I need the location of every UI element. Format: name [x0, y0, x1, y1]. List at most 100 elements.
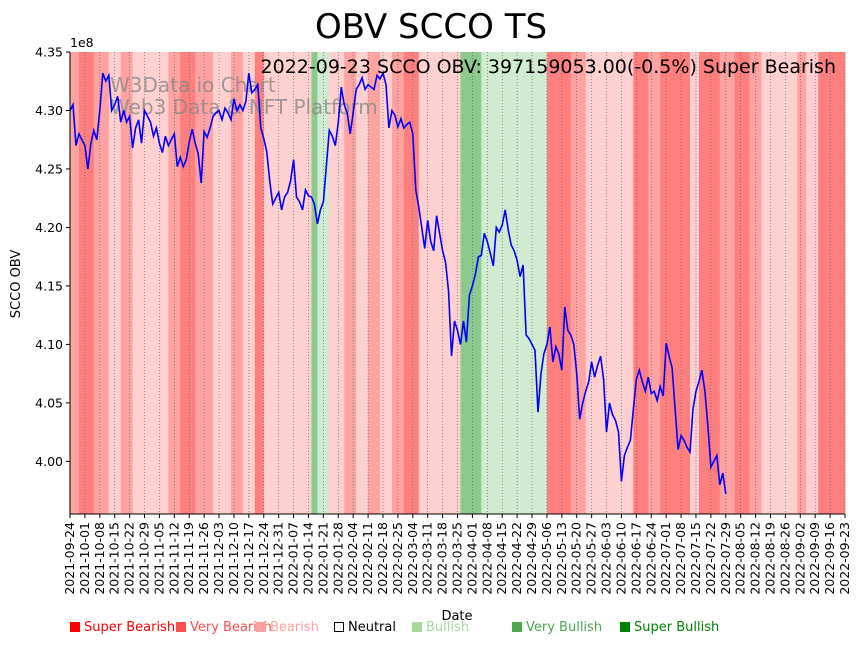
- sentiment-band: [403, 52, 420, 514]
- x-tick-label: 2021-11-05: [151, 522, 166, 595]
- chart-title: OBV SCCO TS: [315, 7, 547, 47]
- x-tick-label: 2021-10-15: [107, 522, 122, 595]
- x-tick-label: 2021-10-22: [122, 522, 137, 595]
- x-tick-label: 2022-06-10: [613, 522, 628, 595]
- obv-series-line: [69, 70, 727, 495]
- y-tick-label: 4.05: [35, 395, 63, 410]
- x-axis-label: Date: [441, 609, 472, 624]
- sentiment-band: [311, 52, 318, 514]
- x-tick-label: 2022-02-18: [375, 522, 390, 595]
- legend-item: Very Bearish: [176, 620, 272, 635]
- legend-swatch: [334, 622, 344, 632]
- legend-item: Super Bullish: [620, 620, 719, 635]
- x-tick-label: 2021-11-19: [181, 522, 196, 595]
- sentiment-band: [481, 52, 488, 514]
- x-tick-label: 2022-07-01: [658, 522, 673, 595]
- x-tick-label: 2022-06-03: [599, 522, 614, 595]
- legend-item: Bullish: [412, 620, 469, 635]
- x-tick-label: 2022-09-02: [792, 522, 807, 595]
- x-tick-label: 2022-06-24: [643, 522, 658, 595]
- x-tick-label: 2022-09-09: [807, 522, 822, 595]
- x-ticks: 2021-09-24 2021-10-01 2021-10-08 2021-10-15…: [62, 514, 852, 595]
- sentiment-band: [120, 52, 133, 514]
- legend-item: Neutral: [334, 620, 396, 635]
- sentiment-band: [254, 52, 265, 514]
- x-tick-label: 2022-05-06: [539, 522, 554, 595]
- sentiment-band: [797, 52, 807, 514]
- legend-swatch: [512, 622, 522, 632]
- x-tick-label: 2021-12-17: [241, 522, 256, 595]
- x-tick-label: 2022-07-08: [673, 522, 688, 595]
- y-tick-label: 4.35: [35, 45, 63, 60]
- y-tick-label: 4.00: [35, 454, 63, 469]
- x-tick-label: 2022-02-11: [360, 522, 375, 595]
- sentiment-band: [648, 52, 661, 514]
- legend-label: Neutral: [348, 620, 396, 635]
- x-tick-label: 2022-04-08: [479, 522, 494, 595]
- x-tick-label: 2022-05-20: [569, 522, 584, 595]
- y-tick-label: 4.30: [35, 103, 63, 118]
- legend-swatch: [176, 622, 186, 632]
- x-tick-label: 2022-08-12: [748, 522, 763, 595]
- sentiment-band: [329, 52, 345, 514]
- y-tick-label: 4.20: [35, 220, 63, 235]
- x-tick-label: 2022-07-15: [688, 522, 703, 595]
- x-tick-label: 2022-03-11: [420, 522, 435, 595]
- x-tick-label: 2022-02-25: [390, 522, 405, 595]
- sentiment-band: [570, 52, 586, 514]
- x-tick-label: 2021-12-03: [211, 522, 226, 595]
- sentiment-band: [690, 52, 700, 514]
- x-tick-label: 2022-04-15: [494, 522, 509, 595]
- sentiment-band: [263, 52, 312, 514]
- x-tick-label: 2022-02-04: [345, 522, 360, 595]
- legend-label: Very Bullish: [526, 620, 603, 635]
- x-tick-label: 2021-10-29: [137, 522, 152, 595]
- x-tick-label: 2022-05-27: [584, 522, 599, 595]
- x-tick-label: 2022-06-17: [628, 522, 643, 595]
- x-tick-label: 2021-12-10: [226, 522, 241, 595]
- x-tick-label: 2022-07-29: [718, 522, 733, 595]
- x-tick-label: 2022-09-23: [837, 522, 852, 595]
- legend-swatch: [70, 622, 80, 632]
- sentiment-band: [78, 52, 95, 514]
- sentiment-band: [806, 52, 819, 514]
- sentiment-band: [380, 52, 393, 514]
- sentiment-band: [70, 52, 80, 514]
- legend-swatch: [620, 622, 630, 632]
- sentiment-band: [761, 52, 798, 514]
- sentiment-band: [734, 52, 750, 514]
- y-ticks: 4.35 4.30 4.25 4.20 4.15 4.10 4.05 4.00: [35, 45, 70, 469]
- sentiment-band: [818, 52, 846, 514]
- x-tick-label: 2022-01-07: [286, 522, 301, 595]
- sentiment-band: [418, 52, 461, 514]
- x-tick-label: 2022-04-22: [509, 522, 524, 595]
- x-tick-label: 2021-11-12: [166, 522, 181, 595]
- x-tick-label: 2022-09-16: [822, 522, 837, 595]
- chart-subtitle: 2022-09-23 SCCO OBV: 397159053.00(-0.5%)…: [261, 56, 836, 78]
- x-tick-label: 2021-11-26: [196, 522, 211, 595]
- x-tick-label: 2022-03-25: [450, 522, 465, 595]
- y-tick-label: 4.25: [35, 161, 63, 176]
- sentiment-band: [460, 52, 482, 514]
- legend-label: Bearish: [270, 620, 319, 635]
- sentiment-band: [356, 52, 369, 514]
- legend-label: Bullish: [426, 620, 470, 635]
- legend-label: Super Bearish: [84, 620, 176, 635]
- x-tick-label: 2021-12-31: [271, 522, 286, 595]
- x-tick-label: 2021-12-24: [256, 522, 271, 595]
- y-multiplier: 1e8: [70, 35, 94, 50]
- x-tick-label: 2022-08-05: [733, 522, 748, 595]
- x-tick-label: 2022-08-26: [777, 522, 792, 595]
- x-tick-label: 2022-04-29: [524, 522, 539, 595]
- legend-label: Very Bearish: [190, 620, 272, 635]
- sentiment-band: [132, 52, 169, 514]
- sentiment-band: [344, 52, 357, 514]
- sentiment-band: [633, 52, 649, 514]
- x-tick-label: 2022-01-21: [315, 522, 330, 595]
- x-tick-label: 2021-10-08: [92, 522, 107, 595]
- x-tick-label: 2022-01-28: [330, 522, 345, 595]
- legend-item: Bearish: [256, 620, 319, 635]
- x-tick-label: 2022-03-18: [435, 522, 450, 595]
- x-tick-label: 2022-01-14: [300, 522, 315, 595]
